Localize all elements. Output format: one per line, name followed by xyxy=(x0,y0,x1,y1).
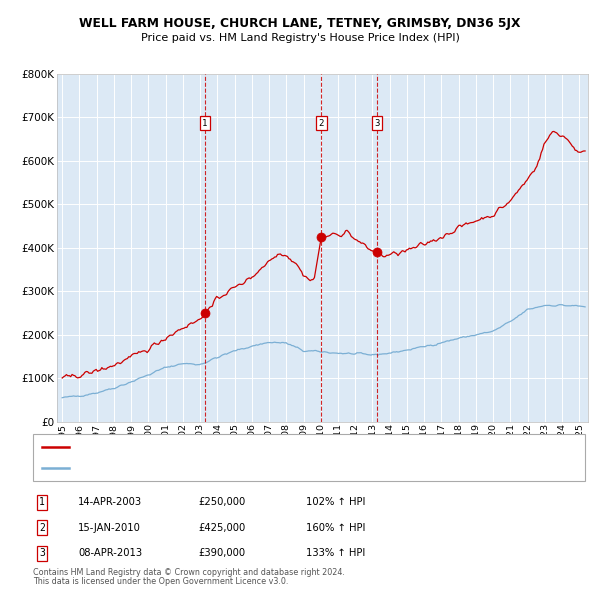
Text: Contains HM Land Registry data © Crown copyright and database right 2024.: Contains HM Land Registry data © Crown c… xyxy=(33,568,345,577)
Text: £425,000: £425,000 xyxy=(198,523,245,533)
Text: 2: 2 xyxy=(39,523,45,533)
Text: 133% ↑ HPI: 133% ↑ HPI xyxy=(306,548,365,558)
Text: 102% ↑ HPI: 102% ↑ HPI xyxy=(306,497,365,507)
Text: 160% ↑ HPI: 160% ↑ HPI xyxy=(306,523,365,533)
Text: This data is licensed under the Open Government Licence v3.0.: This data is licensed under the Open Gov… xyxy=(33,578,289,586)
Text: 3: 3 xyxy=(374,119,380,127)
Text: WELL FARM HOUSE, CHURCH LANE, TETNEY, GRIMSBY, DN36 5JX: WELL FARM HOUSE, CHURCH LANE, TETNEY, GR… xyxy=(79,17,521,30)
Text: £250,000: £250,000 xyxy=(198,497,245,507)
Text: 14-APR-2003: 14-APR-2003 xyxy=(78,497,142,507)
Text: 1: 1 xyxy=(39,497,45,507)
Text: WELL FARM HOUSE, CHURCH LANE, TETNEY, GRIMSBY, DN36 5JX (detached house): WELL FARM HOUSE, CHURCH LANE, TETNEY, GR… xyxy=(74,442,467,451)
Text: HPI: Average price, detached house, East Lindsey: HPI: Average price, detached house, East… xyxy=(74,463,310,472)
Text: 2: 2 xyxy=(319,119,324,127)
Text: Price paid vs. HM Land Registry's House Price Index (HPI): Price paid vs. HM Land Registry's House … xyxy=(140,34,460,43)
Text: 08-APR-2013: 08-APR-2013 xyxy=(78,548,142,558)
Text: 15-JAN-2010: 15-JAN-2010 xyxy=(78,523,141,533)
Text: 3: 3 xyxy=(39,548,45,558)
Text: £390,000: £390,000 xyxy=(198,548,245,558)
Text: 1: 1 xyxy=(202,119,208,127)
